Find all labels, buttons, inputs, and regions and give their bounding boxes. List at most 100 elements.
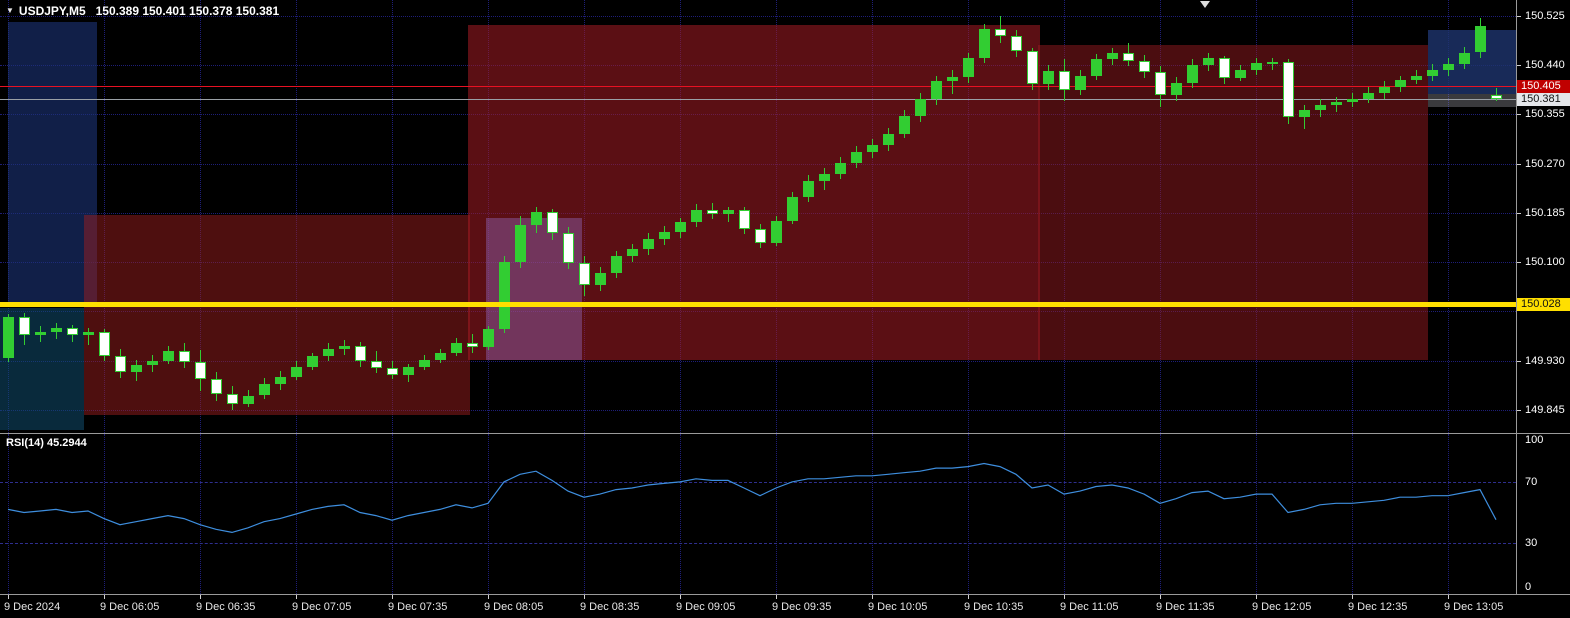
candle-wick bbox=[1272, 58, 1273, 70]
candle-body bbox=[963, 58, 974, 77]
price-tick bbox=[1517, 409, 1521, 411]
time-tick bbox=[488, 595, 489, 599]
candle-body bbox=[931, 81, 942, 99]
candle-body bbox=[1075, 75, 1086, 90]
candle-body bbox=[1427, 69, 1438, 76]
candle-body bbox=[387, 367, 398, 375]
key-level-badge: 150.028 bbox=[1517, 297, 1570, 311]
price-label: 150.525 bbox=[1525, 10, 1565, 22]
candle-body bbox=[227, 394, 238, 404]
candle-body bbox=[1395, 80, 1406, 88]
rsi-axis[interactable]: 100 70 30 0 bbox=[1517, 434, 1570, 594]
symbol-period-label: USDJPY,M5 bbox=[18, 4, 86, 18]
candle-body bbox=[1107, 52, 1118, 60]
candle-body bbox=[851, 152, 862, 163]
rsi-line bbox=[7, 462, 1497, 534]
price-tick bbox=[1517, 114, 1521, 116]
grid-line-vertical bbox=[776, 434, 777, 594]
candle-body bbox=[291, 366, 302, 377]
candle-body bbox=[883, 133, 894, 146]
collapse-ohlc-icon[interactable]: ▼ bbox=[6, 6, 14, 15]
price-tick bbox=[1517, 16, 1521, 17]
time-tick bbox=[392, 595, 393, 599]
candle-body bbox=[179, 351, 190, 362]
candle-body bbox=[835, 162, 846, 175]
time-tick bbox=[872, 595, 873, 599]
rsi-line-svg bbox=[7, 462, 1497, 534]
candle-body bbox=[563, 233, 574, 264]
candle-body bbox=[403, 366, 414, 375]
candle-body bbox=[131, 365, 142, 373]
chart-shift-marker-icon[interactable] bbox=[1200, 1, 1210, 8]
grid-line-vertical bbox=[1448, 0, 1449, 433]
price-axis[interactable]: 150.405 150.381 150.028 150.525 150.440 15… bbox=[1517, 0, 1570, 433]
current-price-badge: 150.381 bbox=[1517, 93, 1570, 107]
time-label: 9 Dec 13:05 bbox=[1444, 601, 1504, 613]
candle-body bbox=[1139, 60, 1150, 73]
price-chart-pane: ▼ USDJPY,M5 150.389 150.401 150.378 150.38… bbox=[0, 0, 1516, 433]
key-level-line bbox=[0, 301, 1516, 307]
price-axis-divider bbox=[1516, 0, 1517, 594]
candle-body bbox=[1251, 62, 1262, 70]
price-tick bbox=[1517, 163, 1521, 165]
candle-body bbox=[83, 331, 94, 336]
grid-line-vertical bbox=[1160, 434, 1161, 594]
candle-body bbox=[739, 210, 750, 229]
time-label: 9 Dec 12:35 bbox=[1348, 601, 1408, 613]
price-label: 150.440 bbox=[1525, 59, 1565, 72]
candle-body bbox=[1475, 25, 1486, 53]
rsi-axis-label: 100 bbox=[1525, 434, 1544, 446]
candle-body bbox=[451, 343, 462, 353]
grid-line-vertical bbox=[1352, 434, 1353, 594]
chart-plot-area[interactable] bbox=[0, 0, 1516, 433]
candle-body bbox=[723, 210, 734, 214]
rsi-indicator-label: RSI(14) 45.2944 bbox=[6, 437, 87, 449]
price-label: 150.100 bbox=[1525, 256, 1565, 269]
time-label: 9 Dec 09:35 bbox=[772, 601, 832, 613]
candle-body bbox=[995, 29, 1006, 37]
price-tick bbox=[1517, 212, 1521, 214]
candle-body bbox=[707, 210, 718, 214]
time-axis[interactable]: 9 Dec 2024 9 Dec 06:05 9 Dec 06:35 9 Dec 07… bbox=[0, 595, 1516, 618]
rsi-plot-area[interactable] bbox=[0, 434, 1516, 594]
candle-body bbox=[867, 145, 878, 153]
price-label: 150.185 bbox=[1525, 206, 1565, 219]
time-label: 9 Dec 07:35 bbox=[388, 601, 448, 613]
candle-body bbox=[611, 256, 622, 273]
grid-line-vertical bbox=[1448, 434, 1449, 594]
grid-line-vertical bbox=[8, 434, 9, 594]
candle-wick bbox=[952, 69, 953, 95]
price-label: 149.845 bbox=[1525, 403, 1565, 416]
candle-body bbox=[547, 212, 558, 234]
candle-body bbox=[1235, 69, 1246, 78]
candle-body bbox=[803, 181, 814, 198]
pane-divider[interactable] bbox=[0, 433, 1570, 434]
rsi-indicator-pane: RSI(14) 45.2944 bbox=[0, 434, 1570, 594]
time-label: 9 Dec 09:05 bbox=[676, 601, 736, 613]
candle-wick bbox=[88, 328, 89, 345]
grid-line-horizontal bbox=[0, 16, 1516, 17]
candle-body bbox=[1203, 58, 1214, 66]
alert-price-badge: 150.405 bbox=[1517, 79, 1570, 93]
candle-body bbox=[1155, 72, 1166, 96]
price-label: 150.355 bbox=[1525, 108, 1565, 121]
candle-body bbox=[691, 210, 702, 222]
price-tick bbox=[1517, 360, 1521, 362]
candle-body bbox=[19, 317, 30, 335]
time-tick bbox=[200, 595, 201, 599]
time-label: 9 Dec 11:35 bbox=[1156, 601, 1215, 613]
candle-body bbox=[1283, 61, 1294, 118]
candle-body bbox=[99, 331, 110, 357]
grid-line-vertical bbox=[104, 434, 105, 594]
candle-body bbox=[1443, 64, 1454, 70]
candle-body bbox=[1491, 94, 1502, 100]
candle-body bbox=[755, 228, 766, 243]
candle-body bbox=[531, 212, 542, 225]
alert-line bbox=[0, 85, 1516, 87]
candle-body bbox=[243, 395, 254, 404]
time-tick bbox=[1160, 595, 1161, 599]
time-label: 9 Dec 06:35 bbox=[196, 601, 256, 613]
grid-line-horizontal bbox=[0, 409, 1516, 411]
candle-body bbox=[163, 351, 174, 361]
